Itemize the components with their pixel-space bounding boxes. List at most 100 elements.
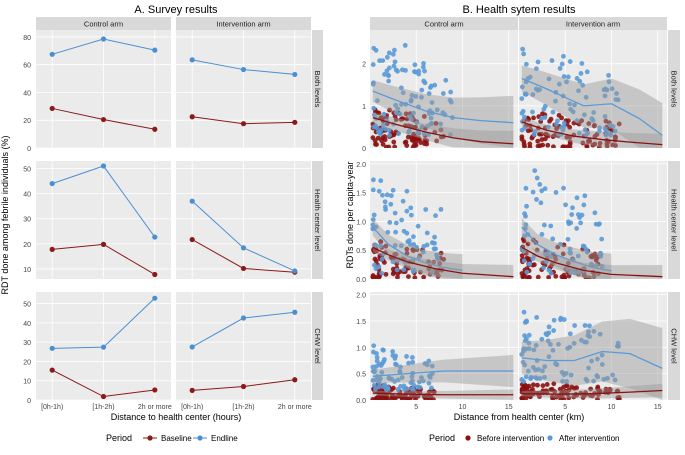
strip-B-row-label-1: Health center level — [669, 189, 678, 251]
b-band-after-r1-c1 — [521, 218, 612, 279]
b-point-before-r1-c0-0-61 — [421, 274, 427, 279]
b-point-after-r0-c0-1-11 — [371, 105, 377, 111]
b-point-before-r1-c0-0-10 — [383, 243, 389, 249]
b-point-after-r1-c1-1-68 — [593, 221, 599, 227]
b-point-before-r1-c0-0-34 — [393, 251, 399, 257]
b-point-before-r0-c0-0-79 — [405, 134, 411, 140]
b-point-before-r0-c0-0-19 — [418, 140, 424, 146]
b-point-before-r2-c1-0-98 — [519, 387, 525, 393]
b-point-after-r1-c0-1-71 — [405, 239, 411, 245]
b-point-after-r1-c0-1-3 — [371, 212, 377, 218]
b-point-after-r2-c1-1-53 — [546, 324, 552, 330]
b-point-after-r2-c1-1-48 — [519, 352, 525, 357]
strip-A-row-label-1: Health center level — [313, 189, 322, 251]
b-point-before-r0-c1-0-67 — [597, 140, 603, 146]
b-point-after-r2-c0-1-67 — [397, 369, 403, 375]
b-point-after-r1-c1-1-36 — [523, 213, 528, 219]
b-point-before-r0-c1-0-68 — [528, 127, 534, 133]
b-point-after-r2-c1-1-16 — [546, 354, 552, 360]
b-point-before-r0-c1-0-65 — [562, 144, 568, 148]
legend-a-title: Period — [106, 433, 132, 443]
b-point-before-r2-c1-0-88 — [548, 387, 554, 392]
b-point-after-r2-c1-1-35 — [536, 367, 541, 372]
b-point-before-r0-c1-0-63 — [567, 141, 573, 147]
b-point-after-r0-c0-1-46 — [413, 94, 419, 99]
b-point-after-r1-c1-1-28 — [565, 236, 571, 242]
a-ytick-r1-2: 30 — [23, 217, 31, 224]
b-point-after-r1-c0-1-52 — [416, 255, 422, 260]
b-point-before-r0-c1-0-94 — [519, 136, 525, 142]
b-point-after-r1-c0-1-60 — [435, 256, 441, 262]
b-point-before-r2-c0-0-70 — [413, 397, 418, 400]
b-point-after-r2-c1-1-84 — [595, 374, 601, 380]
b-point-after-r0-c0-1-42 — [382, 72, 387, 77]
strip-B-col-label-0: Control arm — [424, 20, 463, 29]
b-point-after-r1-c1-1-38 — [544, 259, 549, 265]
b-point-after-r1-c1-1-1 — [530, 189, 536, 195]
b-point-before-r1-c1-0-47 — [531, 262, 537, 268]
b-point-after-r1-c0-1-16 — [398, 243, 404, 249]
b-point-after-r2-c1-1-22 — [551, 328, 557, 333]
a-point-baseline-r0-c0-1 — [100, 116, 107, 123]
b-point-after-r2-c0-1-79 — [411, 382, 417, 388]
b-point-before-r0-c0-0-13 — [433, 120, 439, 126]
b-point-after-r1-c0-1-38 — [432, 234, 437, 240]
b-point-after-r0-c1-1-34 — [561, 74, 567, 79]
b-point-after-r2-c1-1-15 — [526, 340, 532, 346]
a-ytick-r0-1: 20 — [23, 118, 31, 125]
b-point-after-r0-c0-1-65 — [448, 89, 454, 95]
b-smooth-before-r2-c0 — [372, 392, 514, 396]
b-point-after-r1-c0-1-64 — [393, 229, 399, 235]
b-point-after-r1-c0-1-35 — [408, 205, 414, 211]
b-point-before-r0-c1-0-81 — [587, 138, 593, 144]
b-point-after-r1-c1-1-79 — [566, 221, 572, 227]
b-point-before-r1-c0-0-72 — [390, 271, 396, 277]
a-xtick-c0-0: [0h-1h) — [41, 404, 63, 411]
b-point-after-r0-c1-1-48 — [606, 79, 612, 85]
b-point-before-r1-c1-0-7 — [525, 241, 531, 247]
b-point-before-r1-c1-0-80 — [565, 260, 571, 266]
b-point-after-r2-c1-1-25 — [612, 377, 618, 383]
b-point-after-r1-c1-1-16 — [523, 222, 529, 228]
b-point-before-r2-c1-0-42 — [561, 396, 567, 400]
b-point-after-r0-c1-1-46 — [614, 91, 619, 96]
b-point-after-r0-c1-1-66 — [567, 101, 573, 107]
a-point-baseline-r2-c0-1 — [100, 393, 107, 400]
b-point-after-r1-c1-1-47 — [548, 223, 554, 229]
b-point-after-r1-c0-1-45 — [388, 193, 394, 199]
b-point-before-r0-c0-0-66 — [412, 142, 417, 148]
b-point-after-r0-c1-1-25 — [578, 71, 584, 76]
b-point-after-r2-c0-1-36 — [374, 358, 380, 364]
b-point-after-r0-c0-2-10 — [395, 68, 400, 74]
b-point-after-r1-c0-1-55 — [382, 199, 388, 205]
strip-A-col-1 — [176, 17, 311, 30]
a-xtick-c0-2: 2h or more — [138, 404, 172, 411]
b-point-after-r1-c0-1-32 — [379, 270, 385, 276]
b-point-after-r2-c1-1-46 — [534, 314, 540, 320]
b-point-after-r0-c0-1-30 — [429, 120, 434, 126]
b-band-after-r0-c0 — [372, 80, 514, 148]
b-point-before-r1-c1-0-89 — [583, 274, 589, 279]
b-point-after-r2-c0-1-75 — [392, 379, 398, 384]
b-point-after-r1-c1-1-58 — [575, 253, 581, 259]
b-point-after-r2-c1-1-71 — [586, 329, 591, 335]
b-point-before-r2-c1-0-53 — [549, 394, 555, 400]
b-smooth-before-r1-c1 — [521, 246, 663, 278]
b-point-before-r2-c1-0-31 — [535, 382, 540, 388]
a-ytick-r1-0: 10 — [23, 267, 31, 274]
b-point-after-r2-c1-1-63 — [578, 337, 584, 343]
b-point-before-r0-c0-0-78 — [386, 144, 392, 148]
b-smooth-after-r2-c0 — [372, 370, 514, 377]
b-point-before-r1-c0-0-42 — [410, 247, 416, 253]
b-point-after-r1-c1-1-60 — [580, 243, 586, 249]
b-point-after-r2-c1-1-5 — [605, 375, 610, 381]
b-point-after-r0-c0-1-47 — [386, 127, 392, 133]
b-point-after-r2-c0-1-46 — [374, 351, 379, 356]
b-point-after-r2-c1-1-73 — [522, 362, 528, 368]
b-point-before-r2-c1-0-63 — [564, 383, 570, 388]
b-point-after-r0-c1-1-44 — [572, 102, 577, 108]
a-ytick-r1-4: 50 — [23, 167, 31, 174]
b-point-before-r0-c1-0-85 — [580, 140, 586, 146]
b-point-after-r0-c0-2-6 — [421, 60, 426, 66]
